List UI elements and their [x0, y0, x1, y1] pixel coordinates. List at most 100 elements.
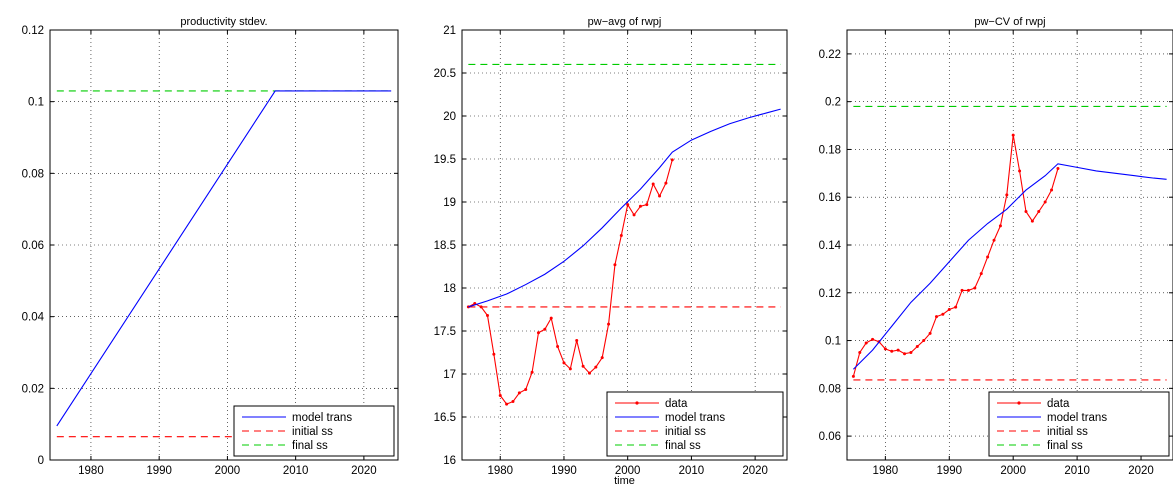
data-point: [1050, 188, 1054, 192]
data-point: [986, 255, 990, 259]
y-tick-label: 0.14: [819, 240, 842, 252]
x-tick-label: 2000: [615, 465, 641, 477]
data-point: [851, 374, 855, 378]
x-axis-label: time: [614, 475, 635, 485]
legend-label: data: [1047, 398, 1070, 410]
data-point: [626, 203, 630, 207]
x-tick-label: 1980: [873, 465, 899, 477]
data-point: [536, 331, 540, 335]
chart-title: pw−CV of rwpj: [974, 16, 1045, 28]
data-point: [581, 364, 585, 368]
data-point: [1043, 200, 1047, 204]
x-tick-label: 1980: [487, 465, 513, 477]
legend: data model trans initial ss final ss: [988, 391, 1170, 457]
data-point: [915, 345, 919, 349]
legend-label: data: [665, 398, 688, 410]
plot-area: [462, 30, 787, 460]
data-point: [524, 387, 528, 391]
y-tick-label: 0.08: [22, 168, 44, 180]
data-point: [619, 234, 623, 238]
data-point: [941, 312, 945, 316]
legend: model trans initial ss final ss: [233, 405, 395, 457]
data-point: [651, 182, 655, 186]
y-tick-label: 0.1: [825, 336, 841, 348]
data-point: [549, 316, 553, 320]
y-tick-label: 18.5: [434, 240, 456, 252]
data-point: [645, 203, 649, 207]
data-point: [485, 314, 489, 318]
x-tick-label: 2020: [351, 465, 377, 477]
data-point: [505, 402, 509, 406]
data-point: [979, 272, 983, 276]
x-tick-label: 1990: [936, 465, 962, 477]
data-point: [934, 315, 938, 319]
data-point: [1037, 210, 1041, 214]
data-point: [562, 361, 566, 365]
x-tick-label: 1990: [551, 465, 577, 477]
data-point: [954, 305, 958, 309]
y-tick-label: 0.04: [22, 312, 45, 324]
data-point: [858, 351, 862, 354]
y-tick-label: 0.06: [819, 431, 841, 443]
data-point: [492, 352, 496, 356]
legend-label: model trans: [665, 412, 725, 424]
data-point: [922, 339, 926, 343]
data-point: [556, 344, 560, 348]
data-point: [883, 347, 887, 351]
series-line-model-trans: [468, 108, 781, 308]
x-tick-label: 2010: [283, 465, 309, 477]
x-tick-label: 2010: [1064, 465, 1090, 477]
data-point: [1024, 210, 1028, 214]
subplot-2: 1980 1990 2000 2010 2020 16 16.5 17 17.5 18 18.5 19…: [434, 16, 788, 485]
y-tick-label: 0.06: [22, 240, 44, 252]
legend-label: model trans: [1047, 412, 1107, 424]
data-point: [543, 327, 547, 331]
series-line-model-trans: [56, 90, 392, 427]
legend-label: final ss: [292, 440, 328, 452]
legend-marker: [1017, 401, 1021, 405]
data-point: [992, 238, 996, 242]
plot-area: [847, 30, 1173, 460]
legend-label: initial ss: [665, 426, 706, 438]
data-point: [479, 305, 483, 309]
y-tick-label: 0.08: [819, 383, 841, 395]
data-point: [928, 331, 932, 335]
data-point: [1005, 193, 1009, 197]
plot-area: [50, 30, 398, 460]
y-tick-label: 17: [443, 369, 456, 381]
data-point: [1018, 169, 1022, 173]
data-point: [638, 204, 642, 208]
legend-label: initial ss: [292, 426, 333, 438]
data-point: [864, 341, 868, 345]
legend-marker: [635, 401, 639, 405]
data-point: [587, 371, 591, 375]
y-tick-label: 0.18: [819, 144, 841, 156]
y-tick-label: 0.16: [819, 192, 841, 204]
data-point: [517, 391, 521, 395]
series-line-model-trans: [853, 163, 1167, 370]
legend-label: initial ss: [1047, 426, 1088, 438]
data-point: [1056, 167, 1060, 171]
x-tick-label: 2020: [742, 465, 768, 477]
data-point: [658, 194, 662, 198]
legend: data model trans initial ss final ss: [606, 391, 784, 457]
y-tick-label: 0.2: [825, 97, 841, 109]
y-tick-label: 21: [443, 25, 456, 37]
data-point: [871, 337, 875, 341]
chart-title: pw−avg of rwpj: [588, 16, 662, 28]
y-tick-label: 0.12: [22, 25, 44, 37]
data-point: [1011, 133, 1015, 137]
y-tick-label: 0.02: [22, 383, 44, 395]
y-tick-label: 16: [443, 455, 456, 467]
data-point: [600, 356, 604, 360]
y-tick-label: 0.22: [819, 49, 841, 61]
x-tick-label: 1980: [78, 465, 104, 477]
y-tick-label: 20: [443, 111, 456, 123]
data-point: [947, 308, 951, 311]
y-tick-label: 0: [38, 455, 44, 467]
subplot-1: 1980 1990 2000 2010 2020 0 0.02 0.04 0.06 0.08 0.1…: [22, 16, 399, 477]
data-point: [998, 224, 1002, 228]
data-point: [909, 351, 913, 354]
data-point: [896, 348, 900, 352]
